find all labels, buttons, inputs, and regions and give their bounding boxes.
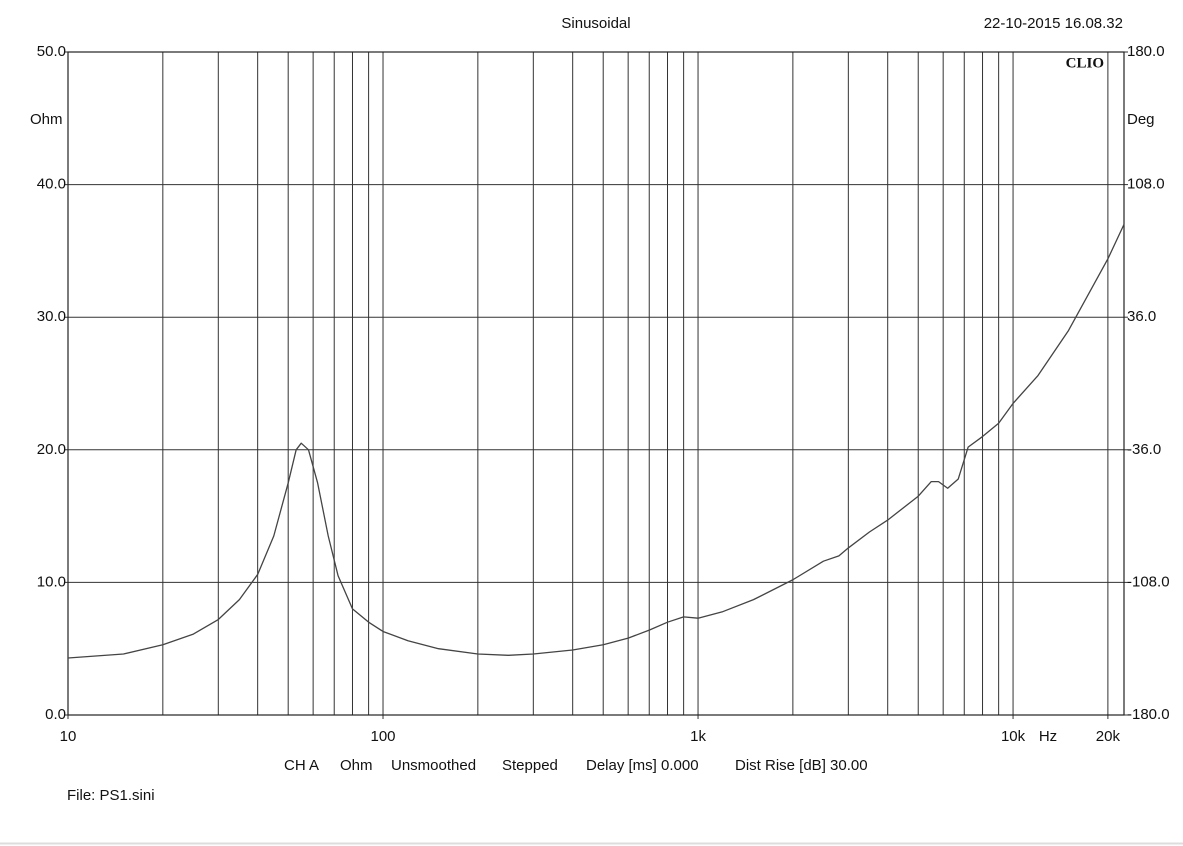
x-tick-label: 20k <box>1096 728 1121 745</box>
y2-tick-label: 180.0 <box>1127 43 1165 60</box>
y-tick-label: 0.0 <box>45 706 66 723</box>
timestamp: 22-10-2015 16.08.32 <box>984 15 1123 32</box>
y2-tick-label: -108.0 <box>1127 573 1170 590</box>
x-tick-label: 10 <box>60 728 77 745</box>
y-tick-label: 10.0 <box>37 573 66 590</box>
plot-frame <box>67 51 1125 716</box>
chart-title: Sinusoidal <box>561 15 630 32</box>
footer-item: Stepped <box>502 757 558 774</box>
footer-item: Ohm <box>340 757 373 774</box>
footer-item: Delay [ms] 0.000 <box>586 757 699 774</box>
y-tick-label: 20.0 <box>37 441 66 458</box>
y2-tick-label: -180.0 <box>1127 706 1170 723</box>
footer-item: Dist Rise [dB] 30.00 <box>735 757 868 774</box>
y2-tick-label: 108.0 <box>1127 176 1165 193</box>
x-unit: Hz <box>1039 728 1057 745</box>
x-tick-label: 10k <box>1001 728 1026 745</box>
y-tick-label: 30.0 <box>37 308 66 325</box>
x-tick-label: 1k <box>690 728 706 745</box>
y-tick-label: 40.0 <box>37 176 66 193</box>
y2-tick-label: -36.0 <box>1127 441 1161 458</box>
footer-item: Unsmoothed <box>391 757 476 774</box>
brand: CLIO <box>1066 55 1104 71</box>
y2-axis-label: Deg <box>1127 111 1155 128</box>
y2-tick-label: 36.0 <box>1127 308 1156 325</box>
x-tick-label: 100 <box>371 728 396 745</box>
y-axis-label: Ohm <box>30 111 63 128</box>
file-label: File: PS1.sini <box>67 787 155 804</box>
footer-item: CH A <box>284 757 319 774</box>
y-tick-label: 50.0 <box>37 43 66 60</box>
impedance-line <box>67 224 1125 659</box>
